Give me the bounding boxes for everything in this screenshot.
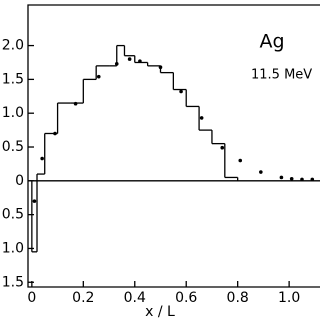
data-point [289, 176, 294, 181]
data-point [158, 65, 163, 70]
data-point [300, 177, 304, 182]
data-point [279, 175, 284, 180]
y-tick-label: 2.0 [2, 38, 24, 54]
data-point [40, 156, 44, 161]
data-point [32, 199, 37, 203]
data-point [53, 131, 57, 136]
x-tick-label: 0.6 [175, 290, 197, 306]
x-axis-label: x / L [145, 304, 175, 320]
x-tick-label: 0.4 [124, 290, 146, 306]
data-point [259, 170, 263, 174]
data-point [199, 116, 204, 120]
y-tick-label: 0.5 [2, 207, 24, 223]
data-point [220, 145, 225, 150]
y-tick-label: 1.5 [2, 71, 24, 87]
data-point [96, 74, 101, 79]
y-tick-label: 1.0 [2, 240, 24, 256]
data-point [114, 62, 119, 66]
axis-frame [27, 4, 320, 288]
x-tick-label: 0 [27, 290, 36, 306]
y-tick-label: 1.0 [2, 105, 24, 121]
x-tick-label: 1.0 [278, 290, 300, 306]
data-point [310, 177, 315, 182]
annotation: 11.5 MeV [251, 68, 312, 83]
y-tick-label: 1.5 [2, 274, 24, 290]
data-point [73, 101, 78, 106]
data-point [127, 57, 132, 61]
y-tick-label: 0.5 [2, 139, 24, 155]
data-point [138, 59, 142, 63]
y-tick-label: 0 [15, 173, 24, 189]
x-tick-label: 0.8 [227, 290, 249, 306]
data-point [179, 89, 183, 94]
data-point [238, 158, 243, 163]
x-tick-label: 0.2 [72, 290, 94, 306]
annotation: Ag [259, 31, 284, 53]
